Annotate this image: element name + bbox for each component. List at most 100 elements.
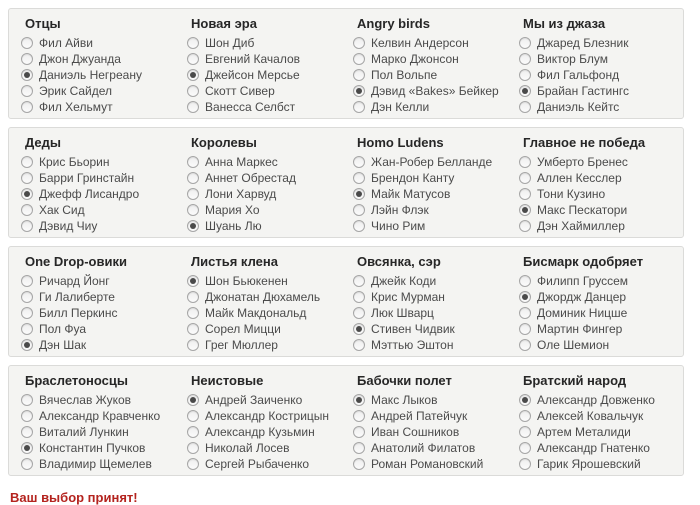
radio-option[interactable]: Дэн Хаймиллер [519,218,685,234]
radio-button-icon[interactable] [519,156,531,168]
radio-option[interactable]: Артем Металиди [519,424,685,440]
radio-button-icon[interactable] [353,85,365,97]
radio-button-icon[interactable] [187,275,199,287]
radio-button-icon[interactable] [353,172,365,184]
radio-button-icon[interactable] [519,307,531,319]
radio-option[interactable]: Сергей Рыбаченко [187,456,353,472]
radio-button-icon[interactable] [519,53,531,65]
radio-option[interactable]: Мартин Фингер [519,321,685,337]
radio-option[interactable]: Шон Диб [187,35,353,51]
radio-button-icon[interactable] [187,85,199,97]
radio-option[interactable]: Лэйн Флэк [353,202,519,218]
radio-option[interactable]: Мэттью Эштон [353,337,519,353]
radio-option[interactable]: Сорел Мицци [187,321,353,337]
radio-button-icon[interactable] [187,323,199,335]
radio-button-icon[interactable] [21,394,33,406]
radio-option[interactable]: Брайан Гастингс [519,83,685,99]
radio-option[interactable]: Фил Гальфонд [519,67,685,83]
radio-button-icon[interactable] [353,69,365,81]
radio-option[interactable]: Виктор Блум [519,51,685,67]
radio-option[interactable]: Александр Кострицын [187,408,353,424]
radio-option[interactable]: Билл Перкинс [21,305,187,321]
radio-button-icon[interactable] [519,339,531,351]
radio-option[interactable]: Дэн Келли [353,99,519,115]
radio-button-icon[interactable] [353,275,365,287]
radio-button-icon[interactable] [187,458,199,470]
radio-button-icon[interactable] [519,426,531,438]
radio-option[interactable]: Филипп Груссем [519,273,685,289]
radio-option[interactable]: Пол Вольпе [353,67,519,83]
radio-option[interactable]: Джейк Коди [353,273,519,289]
radio-button-icon[interactable] [21,291,33,303]
radio-option[interactable]: Аллен Кесслер [519,170,685,186]
radio-button-icon[interactable] [519,85,531,97]
radio-button-icon[interactable] [353,410,365,422]
radio-button-icon[interactable] [519,394,531,406]
radio-button-icon[interactable] [519,101,531,113]
radio-option[interactable]: Гарик Ярошевский [519,456,685,472]
radio-button-icon[interactable] [187,53,199,65]
radio-option[interactable]: Крис Бьорин [21,154,187,170]
radio-button-icon[interactable] [187,172,199,184]
radio-option[interactable]: Марко Джонсон [353,51,519,67]
radio-option[interactable]: Грег Мюллер [187,337,353,353]
radio-button-icon[interactable] [187,307,199,319]
radio-button-icon[interactable] [353,156,365,168]
radio-option[interactable]: Скотт Сивер [187,83,353,99]
radio-button-icon[interactable] [353,188,365,200]
radio-button-icon[interactable] [519,37,531,49]
radio-option[interactable]: Фил Айви [21,35,187,51]
radio-button-icon[interactable] [21,172,33,184]
radio-option[interactable]: Александр Довженко [519,392,685,408]
radio-option[interactable]: Люк Шварц [353,305,519,321]
radio-button-icon[interactable] [21,323,33,335]
radio-button-icon[interactable] [353,307,365,319]
radio-option[interactable]: Крис Мурман [353,289,519,305]
radio-button-icon[interactable] [187,426,199,438]
radio-option[interactable]: Дэвид Чиу [21,218,187,234]
radio-option[interactable]: Александр Кравченко [21,408,187,424]
radio-option[interactable]: Шуань Лю [187,218,353,234]
radio-button-icon[interactable] [353,458,365,470]
radio-option[interactable]: Ги Лалиберте [21,289,187,305]
radio-button-icon[interactable] [353,394,365,406]
radio-option[interactable]: Дэн Шак [21,337,187,353]
radio-option[interactable]: Барри Гринстайн [21,170,187,186]
radio-option[interactable]: Джаред Блезник [519,35,685,51]
radio-option[interactable]: Хак Сид [21,202,187,218]
radio-button-icon[interactable] [187,339,199,351]
radio-option[interactable]: Андрей Патейчук [353,408,519,424]
radio-option[interactable]: Александр Гнатенко [519,440,685,456]
radio-option[interactable]: Джейсон Мерсье [187,67,353,83]
radio-button-icon[interactable] [353,426,365,438]
radio-option[interactable]: Дэвид «Bakes» Бейкер [353,83,519,99]
radio-button-icon[interactable] [21,442,33,454]
radio-button-icon[interactable] [519,410,531,422]
radio-button-icon[interactable] [187,410,199,422]
radio-button-icon[interactable] [519,442,531,454]
radio-option[interactable]: Ричард Йонг [21,273,187,289]
radio-button-icon[interactable] [519,188,531,200]
radio-button-icon[interactable] [21,458,33,470]
radio-button-icon[interactable] [21,339,33,351]
radio-option[interactable]: Жан-Робер Белланде [353,154,519,170]
radio-option[interactable]: Аннет Обрестад [187,170,353,186]
radio-option[interactable]: Фил Хельмут [21,99,187,115]
radio-option[interactable]: Макс Лыков [353,392,519,408]
radio-option[interactable]: Джон Джуанда [21,51,187,67]
radio-button-icon[interactable] [519,275,531,287]
radio-option[interactable]: Виталий Лункин [21,424,187,440]
radio-option[interactable]: Евгений Качалов [187,51,353,67]
radio-button-icon[interactable] [21,69,33,81]
radio-button-icon[interactable] [21,220,33,232]
radio-option[interactable]: Анатолий Филатов [353,440,519,456]
radio-option[interactable]: Майк Матусов [353,186,519,202]
radio-option[interactable]: Джефф Лисандро [21,186,187,202]
radio-option[interactable]: Келвин Андерсон [353,35,519,51]
radio-button-icon[interactable] [353,291,365,303]
radio-option[interactable]: Макс Пескатори [519,202,685,218]
radio-option[interactable]: Джонатан Дюхамель [187,289,353,305]
radio-option[interactable]: Александр Кузьмин [187,424,353,440]
radio-button-icon[interactable] [187,69,199,81]
radio-button-icon[interactable] [21,307,33,319]
